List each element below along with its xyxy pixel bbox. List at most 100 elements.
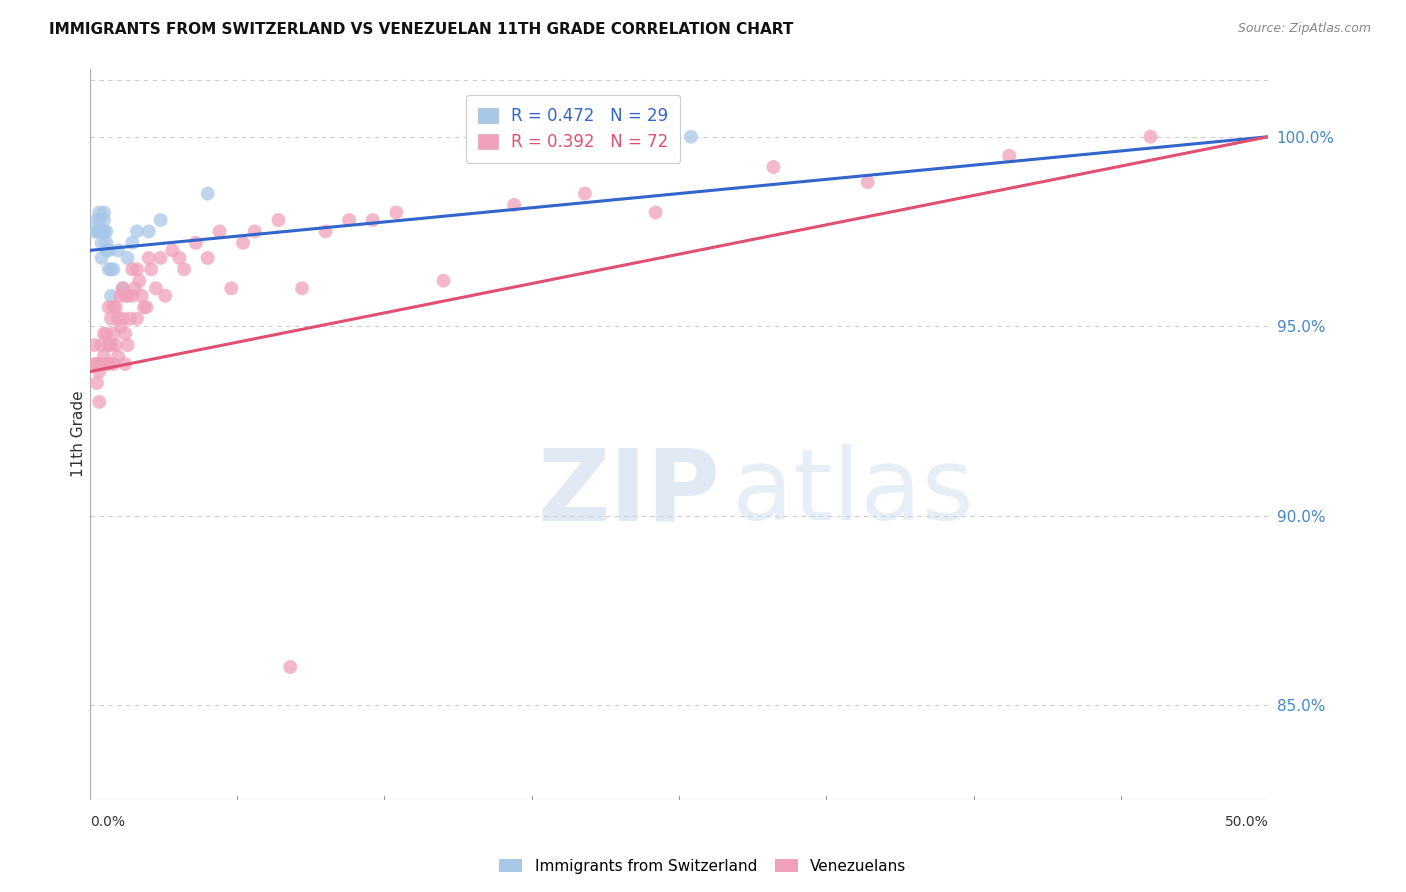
Point [138, 224, 160, 238]
Point [337, 213, 360, 227]
Point [173, 262, 195, 277]
Point [169, 251, 191, 265]
Point [90, 251, 112, 265]
Point [97, 262, 120, 277]
Point [96, 244, 118, 258]
Point [114, 357, 136, 371]
Point [107, 350, 129, 364]
Point [197, 186, 219, 201]
Point [83, 357, 105, 371]
Point [503, 198, 526, 212]
Point [107, 311, 129, 326]
Point [361, 213, 384, 227]
Point [121, 235, 143, 250]
Point [83, 224, 105, 238]
Point [89, 205, 111, 219]
Point [100, 311, 122, 326]
Point [86, 224, 108, 238]
Point [93, 205, 115, 219]
Point [89, 365, 111, 379]
Point [103, 326, 125, 341]
Point [96, 224, 118, 238]
Point [132, 300, 155, 314]
Point [100, 289, 122, 303]
Point [100, 338, 122, 352]
Point [149, 251, 172, 265]
Point [93, 213, 115, 227]
Point [114, 326, 136, 341]
Point [856, 175, 879, 189]
Point [103, 357, 125, 371]
Text: 50.0%: 50.0% [1225, 815, 1268, 829]
Point [96, 326, 118, 341]
Point [208, 224, 231, 238]
Point [104, 338, 127, 352]
Point [118, 311, 141, 326]
Point [162, 244, 184, 258]
Point [125, 311, 148, 326]
Point [103, 300, 125, 314]
Legend: R = 0.472   N = 29, R = 0.392   N = 72: R = 0.472 N = 29, R = 0.392 N = 72 [467, 95, 681, 163]
Text: atlas: atlas [733, 444, 974, 541]
Point [93, 326, 115, 341]
Point [762, 160, 785, 174]
Point [121, 262, 143, 277]
Point [267, 213, 290, 227]
Text: ZIP: ZIP [537, 444, 721, 541]
Point [110, 289, 132, 303]
Point [100, 262, 122, 277]
Point [89, 395, 111, 409]
Point [574, 186, 596, 201]
Point [243, 224, 266, 238]
Point [90, 235, 112, 250]
Point [184, 235, 207, 250]
Point [131, 289, 153, 303]
Point [128, 274, 150, 288]
Point [121, 289, 143, 303]
Point [111, 281, 134, 295]
Point [111, 311, 134, 326]
Point [149, 213, 172, 227]
Point [197, 251, 219, 265]
Point [139, 262, 162, 277]
Point [125, 262, 148, 277]
Text: IMMIGRANTS FROM SWITZERLAND VS VENEZUELAN 11TH GRADE CORRELATION CHART: IMMIGRANTS FROM SWITZERLAND VS VENEZUELA… [49, 22, 793, 37]
Point [145, 281, 167, 295]
Y-axis label: 11th Grade: 11th Grade [72, 391, 86, 477]
Point [117, 251, 139, 265]
Point [90, 338, 112, 352]
Point [291, 281, 314, 295]
Point [96, 235, 118, 250]
Legend: Immigrants from Switzerland, Venezuelans: Immigrants from Switzerland, Venezuelans [494, 853, 912, 880]
Point [135, 300, 157, 314]
Point [97, 244, 120, 258]
Text: Source: ZipAtlas.com: Source: ZipAtlas.com [1237, 22, 1371, 36]
Point [97, 338, 120, 352]
Point [644, 205, 666, 219]
Point [1139, 129, 1161, 144]
Point [104, 300, 127, 314]
Point [111, 281, 134, 295]
Point [138, 251, 160, 265]
Point [90, 224, 112, 238]
Point [96, 357, 118, 371]
Point [219, 281, 242, 295]
Point [86, 376, 108, 390]
Point [117, 289, 139, 303]
Point [93, 350, 115, 364]
Point [86, 357, 108, 371]
Point [89, 213, 111, 227]
Point [89, 224, 111, 238]
Point [83, 338, 105, 352]
Point [93, 224, 115, 238]
Point [315, 224, 337, 238]
Point [278, 660, 301, 674]
Point [125, 224, 148, 238]
Point [90, 357, 112, 371]
Point [97, 300, 120, 314]
Point [86, 213, 108, 227]
Point [124, 281, 146, 295]
Point [232, 235, 254, 250]
Point [432, 274, 454, 288]
Text: 0.0%: 0.0% [90, 815, 125, 829]
